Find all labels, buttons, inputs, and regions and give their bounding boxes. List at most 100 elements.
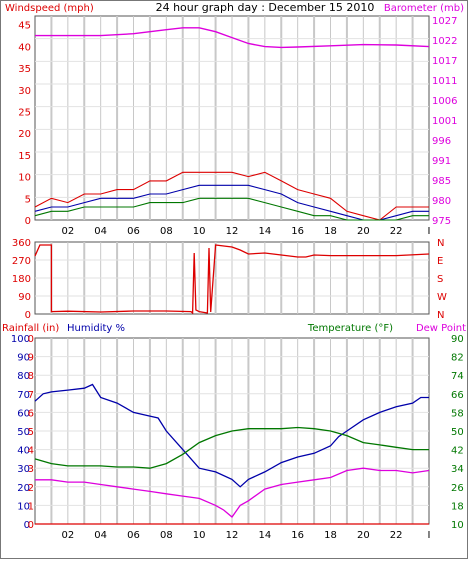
wind-baro-x-tick: 20 — [357, 226, 370, 237]
humidity-tick: 80 — [17, 371, 30, 382]
windspeed-label: Windspeed (mph) — [5, 3, 94, 14]
wind-baro-x-tick: 14 — [258, 226, 271, 237]
wind-baro-x-tick: 08 — [160, 226, 173, 237]
rain-hum-temp-x-tick: 22 — [390, 530, 403, 541]
temperature-label: Temperature (°F) — [307, 323, 393, 334]
windspeed-tick: 15 — [18, 151, 31, 162]
barometer-tick: 991 — [432, 156, 451, 167]
rain-hum-temp-x-tick: 14 — [258, 530, 271, 541]
barometer-tick: 1011 — [432, 76, 457, 87]
graph-title: 24 hour graph day : December 15 2010 — [156, 1, 375, 14]
humidity-label: Humidity % — [67, 323, 125, 334]
dew-pointline — [35, 467, 430, 518]
windspeed-tick: 45 — [18, 21, 31, 32]
barometer-tick: 1006 — [432, 96, 457, 107]
humidity-tick: 30 — [17, 464, 30, 475]
rainfall-tick: 2 — [28, 483, 34, 494]
rain-hum-temp-x-tick: 20 — [357, 530, 370, 541]
barometer-mb-line — [35, 27, 430, 49]
barometer-tick: 980 — [432, 196, 451, 207]
wind-baro-x-tick: I — [428, 226, 431, 237]
windspeed-tick: 40 — [18, 42, 31, 53]
wind-gustline — [34, 171, 429, 221]
rainfall-tick: 4 — [28, 446, 34, 457]
wind-baro-x-tick: 12 — [226, 226, 239, 237]
temperature-tick: 90 — [451, 334, 464, 345]
rain-hum-temp-x-tick: 10 — [193, 530, 206, 541]
temperature-tick: 10 — [451, 520, 464, 531]
wind-baro-x-tick: 06 — [127, 226, 140, 237]
barometer-tick: 975 — [432, 216, 451, 227]
direction-degree-tick: 0 — [25, 310, 31, 321]
rainfall-tick: 6 — [28, 408, 34, 419]
temperature-tick: 58 — [451, 408, 464, 419]
humidity-tick: 70 — [17, 390, 30, 401]
rainfall-tick: 3 — [28, 464, 34, 475]
rainfall-tick: 5 — [28, 427, 34, 438]
rainfall-tick: 1 — [28, 501, 34, 512]
direction-degree-tick: 180 — [12, 274, 31, 285]
barometer-tick: 996 — [432, 136, 451, 147]
direction-compass-tick: N — [437, 310, 444, 321]
temperature-tick: 82 — [451, 353, 464, 364]
barometer-tick: 1022 — [432, 36, 457, 47]
rain-hum-temp-x-tick: 06 — [127, 530, 140, 541]
direction-compass-tick: W — [437, 292, 447, 303]
rainfall-label: Rainfall (in) — [2, 323, 59, 334]
windspeed-tick: 30 — [18, 86, 31, 97]
windspeed-tick: 10 — [18, 173, 31, 184]
temperature-tick: 74 — [451, 371, 464, 382]
direction-compass-tick: E — [437, 256, 443, 267]
direction-compass-tick: N — [437, 238, 444, 249]
temperature-tick: 42 — [451, 446, 464, 457]
barometer-tick: 1017 — [432, 56, 457, 67]
rainfall-tick: 9 — [28, 353, 34, 364]
rain-hum-temp-x-tick: I — [428, 530, 431, 541]
rain-hum-temp-x-tick: 02 — [61, 530, 74, 541]
wind-baro-x-tick: 04 — [94, 226, 107, 237]
rain-hum-temp-x-tick: 16 — [291, 530, 304, 541]
humidity-tick: 10 — [17, 501, 30, 512]
windspeed-tick: 20 — [18, 129, 31, 140]
temperature-tick: 18 — [451, 501, 464, 512]
windspeed-tick: 5 — [25, 194, 31, 205]
rainfall-tick: 0 — [28, 520, 34, 531]
barometer-tick: 1001 — [432, 116, 457, 127]
temperature-tick: 50 — [451, 427, 464, 438]
wind-baro-x-tick: 18 — [324, 226, 337, 237]
barometer-tick: 985 — [432, 176, 451, 187]
windspeed-tick: 35 — [18, 64, 31, 75]
rainfall-tick: 0 — [28, 334, 34, 345]
humidity-tick: 0 — [24, 520, 30, 531]
direction-degree-tick: 270 — [12, 256, 31, 267]
humidity-tick: 20 — [17, 483, 30, 494]
direction-compass-tick: S — [437, 274, 443, 285]
temperature-f-line — [34, 426, 429, 469]
wind-direction-line — [34, 244, 430, 315]
humidity-tick: 90 — [17, 353, 30, 364]
temperature-tick: 34 — [451, 464, 464, 475]
wind-speedline — [34, 197, 429, 221]
wind-baro-x-tick: 16 — [291, 226, 304, 237]
dewpoint-label: Dew Point — [416, 323, 466, 334]
barometer-label: Barometer (mb) — [384, 3, 464, 14]
humidity-tick: 100 — [11, 334, 30, 345]
barometer-tick: 1027 — [432, 16, 457, 27]
rain-hum-temp-x-tick: 08 — [160, 530, 173, 541]
temperature-tick: 26 — [451, 483, 464, 494]
humidity-tick: 50 — [17, 427, 30, 438]
rain-hum-temp-x-tick: 18 — [324, 530, 337, 541]
wind-baro-x-tick: 22 — [390, 226, 403, 237]
windspeed-tick: 25 — [18, 107, 31, 118]
temperature-tick: 66 — [451, 390, 464, 401]
rain-hum-temp-x-tick: 04 — [94, 530, 107, 541]
humidity-tick: 60 — [17, 408, 30, 419]
rainfall-tick: 8 — [28, 371, 34, 382]
wind-baro-x-tick: 02 — [61, 226, 74, 237]
humidity-line — [34, 383, 429, 488]
windspeed-tick: 0 — [25, 216, 31, 227]
direction-degree-tick: 360 — [12, 238, 31, 249]
direction-degree-tick: 90 — [18, 292, 31, 303]
